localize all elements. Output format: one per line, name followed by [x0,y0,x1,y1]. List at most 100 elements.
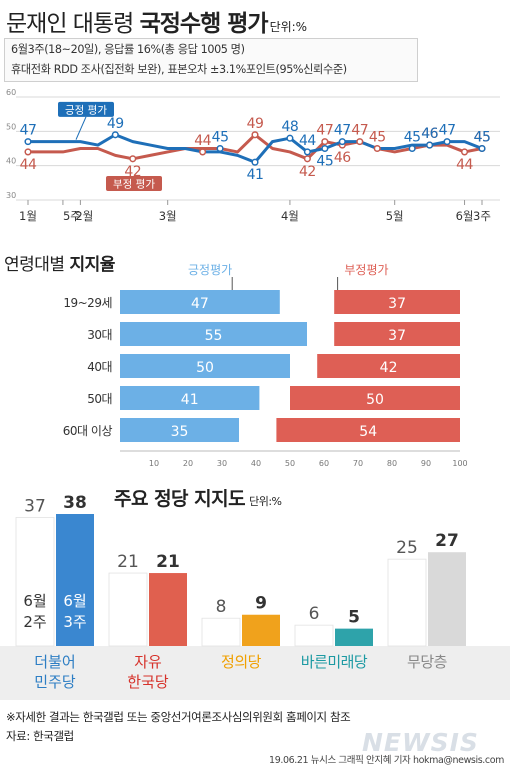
value-label-approve: 55 [205,328,223,344]
legend-disapprove: 부정평가 [344,263,388,277]
party-label-line2: 민주당 [34,673,76,691]
footer-note: ※자세한 결과는 한국갤럽 또는 중앙선거여론조사심의위원회 홈페이지 참조 [6,710,351,724]
x-tick-label: 40 [251,459,261,468]
value-label-disapprove: 37 [388,328,406,344]
bar-disapprove [334,322,460,346]
data-point [408,144,416,153]
newsis-logo: NEWSIS [362,728,479,757]
party-label: 바른미래당 [301,653,368,671]
data-label: 48 [282,119,299,135]
party-section-title: 주요 정당 지지도 단위:% [114,484,282,511]
bar-disapprove [334,290,460,314]
data-label: 42 [299,164,316,180]
x-tick-label: 100 [452,459,467,468]
data-point [373,144,381,153]
bar-current-week [56,514,94,646]
footer-source: 자료: 한국갤럽 [6,729,74,743]
page-title: 문재인 대통령 국정수행 평가 단위:% [6,4,307,38]
label-panel-background [0,646,510,700]
y-tick-label: 50 [6,122,16,131]
data-label: 41 [247,167,264,183]
data-label: 44 [194,133,211,149]
category-label: 50대 [87,392,112,406]
x-tick-label: 6월 [456,209,474,223]
week-label-prev-week: 2주 [23,613,46,631]
data-label: 46 [421,126,438,142]
bar-disapprove [276,418,460,442]
data-label: 42 [124,164,141,180]
value-label-current: 9 [255,594,267,614]
bar-current-week [428,552,466,646]
data-point [303,155,311,163]
x-tick-label: 60 [319,459,329,468]
value-label-current: 27 [435,531,459,551]
value-label-approve: 41 [181,392,199,408]
x-tick-label: 5월 [386,209,404,223]
value-label-current: 21 [156,552,180,572]
data-label: 47 [351,123,368,139]
data-label: 45 [212,130,229,146]
x-tick-label: 10 [149,459,159,468]
data-label: 45 [474,130,491,146]
data-label: 47 [20,123,37,139]
bar-prev-week [15,517,55,647]
value-label-approve: 35 [171,424,189,440]
value-label-prev: 6 [309,604,320,624]
data-label: 47 [334,123,351,139]
value-label-disapprove: 42 [380,360,398,376]
footer-notes: ※자세한 결과는 한국갤럽 또는 중앙선거여론조사심의위원회 홈페이지 참조 자… [6,708,351,746]
week-label-cur-month: 6월 [63,592,86,610]
x-tick-label: 1월 [19,209,37,223]
week-label-prev-month: 6월 [23,592,46,610]
category-label: 60대 이상 [63,424,113,438]
value-label-approve: 47 [191,296,209,312]
title-unit: 단위:% [269,20,308,34]
survey-info-line2: 휴대전화 RDD 조사(집전화 보완), 표본오차 ±3.1%포인트(95%신뢰… [11,63,347,76]
data-label: 45 [369,130,386,146]
title-bold: 국정수행 평가 [139,11,269,37]
data-point [460,148,469,156]
data-point [321,144,329,153]
data-point [321,138,329,146]
title-plain: 문재인 대통령 [6,11,140,37]
data-point [286,134,294,142]
data-point [199,148,207,156]
x-tick-label: 70 [353,459,363,468]
data-label: 46 [334,150,351,166]
party-label: 무당층 [407,653,447,671]
x-tick-label: 5주 [63,209,81,223]
data-label: 47 [316,123,333,139]
data-label: 44 [20,157,37,173]
y-tick-label: 30 [6,191,16,200]
survey-info-line1: 6월3주(18~20일), 응답률 16%(총 응답 1005 명) [11,43,245,56]
series-name-approve: 긍정 평가 [65,104,107,116]
value-label-prev: 8 [216,597,227,617]
data-label: 49 [107,116,124,132]
data-point [111,131,119,139]
party-label-line1: 자유 [134,653,162,671]
value-label-prev: 21 [117,552,139,572]
value-label-current: 38 [63,493,87,513]
data-point [478,144,486,153]
tag-pointer [75,116,87,140]
x-tick-label: 80 [387,459,397,468]
age-title-bold: 지지율 [69,255,115,275]
age-section-title: 연령대별 지지율 [4,250,115,275]
x-tick-label: 3주 [473,209,491,223]
y-tick-label: 60 [6,88,16,97]
x-tick-label: 30 [217,459,227,468]
party-label-line1: 더불어 [34,653,75,671]
data-point [426,141,434,149]
data-label: 49 [247,116,264,132]
data-label: 45 [474,130,491,146]
bar-prev-week [294,624,334,647]
data-point [129,155,137,163]
data-point [24,138,32,146]
category-label: 40대 [87,360,112,374]
data-label: 47 [439,123,456,139]
party-title-text: 주요 정당 지지도 [114,488,246,510]
x-tick-label: 4월 [281,209,299,223]
series-name-disapprove: 부정 평가 [113,179,155,191]
party-label-line2: 한국당 [127,673,169,691]
